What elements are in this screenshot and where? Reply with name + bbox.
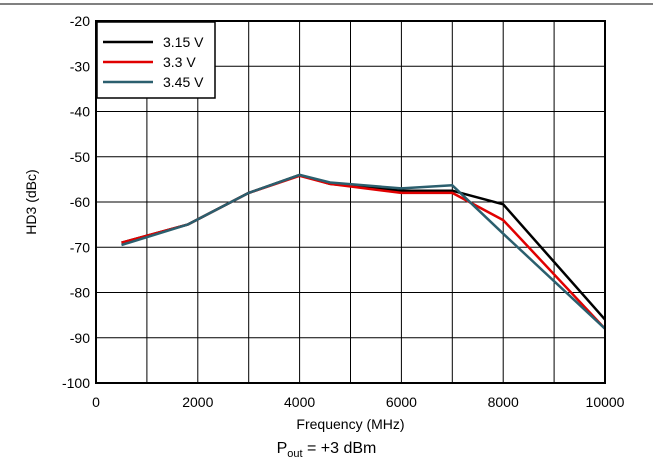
y-tick-label: -30 bbox=[70, 58, 90, 74]
legend-label: 3.3 V bbox=[163, 54, 196, 70]
x-tick-label: 2000 bbox=[182, 394, 213, 410]
caption-p: P bbox=[276, 440, 288, 457]
x-tick-label: 6000 bbox=[386, 394, 417, 410]
y-tick-label: -100 bbox=[62, 375, 90, 391]
x-tick-label: 10000 bbox=[586, 394, 625, 410]
legend-label: 3.15 V bbox=[163, 34, 204, 50]
legend-box bbox=[96, 21, 216, 99]
x-tick-label: 8000 bbox=[488, 394, 519, 410]
y-tick-label: -20 bbox=[70, 13, 90, 29]
caption-subscript: out bbox=[287, 448, 303, 461]
y-axis-label: HD3 (dBc) bbox=[23, 169, 39, 234]
y-tick-label: -90 bbox=[70, 330, 90, 346]
legend: 3.15 V 3.3 V 3.45 V bbox=[96, 21, 216, 99]
legend-label: 3.45 V bbox=[163, 74, 204, 90]
x-axis-label: Frequency (MHz) bbox=[296, 416, 404, 432]
y-tick-label: -80 bbox=[70, 285, 90, 301]
condition-caption: Pout = +3 dBm bbox=[0, 440, 653, 460]
y-tick-label: -50 bbox=[70, 149, 90, 165]
y-tick-label: -70 bbox=[70, 239, 90, 255]
series-line-2 bbox=[121, 174, 606, 330]
caption-rest: = +3 dBm bbox=[302, 440, 377, 457]
x-tick-label: 4000 bbox=[284, 394, 315, 410]
series-line-3 bbox=[121, 173, 606, 330]
plot-area-frame bbox=[95, 20, 606, 384]
series-lines bbox=[121, 173, 606, 330]
tick-labels: 0 2000 4000 6000 8000 10000 -20 -30 -40 -50 -60 -70… bbox=[62, 13, 625, 410]
y-tick-label: -60 bbox=[70, 194, 90, 210]
y-tick-label: -40 bbox=[70, 104, 90, 120]
x-tick-label: 0 bbox=[92, 394, 100, 410]
